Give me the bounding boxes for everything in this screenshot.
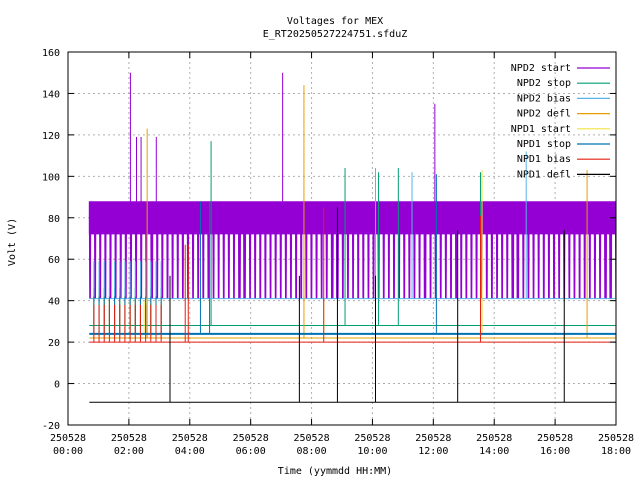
series-layer xyxy=(88,72,617,403)
x-tick-date-label: 250528 xyxy=(354,433,390,444)
tick-marks xyxy=(67,51,617,426)
y-tick-label: 100 xyxy=(42,172,60,183)
series-npd1-bias xyxy=(89,207,616,343)
x-tick-time-label: 12:00 xyxy=(418,446,448,457)
y-tick-label: -20 xyxy=(42,421,60,432)
y-tick-label: 160 xyxy=(42,48,60,59)
y-tick-label: 140 xyxy=(42,89,60,100)
x-tick-time-label: 18:00 xyxy=(601,446,631,457)
legend-label: NPD2 bias xyxy=(517,93,571,104)
legend-label: NPD1 start xyxy=(511,124,571,135)
x-tick-date-label: 250528 xyxy=(415,433,451,444)
y-tick-label: 120 xyxy=(42,131,60,142)
legend-label: NPD1 defl xyxy=(517,169,571,180)
x-tick-date-label: 250528 xyxy=(598,433,634,444)
x-tick-date-label: 250528 xyxy=(50,433,86,444)
x-tick-date-label: 250528 xyxy=(233,433,269,444)
x-tick-time-label: 02:00 xyxy=(114,446,144,457)
x-tick-time-label: 06:00 xyxy=(236,446,266,457)
chart-subtitle: E_RT20250527224751.sfduZ xyxy=(263,29,408,40)
x-tick-date-label: 250528 xyxy=(172,433,208,444)
x-tick-time-label: 14:00 xyxy=(479,446,509,457)
y-axis-label: Volt (V) xyxy=(7,218,18,266)
series-npd2-bias xyxy=(89,151,616,300)
x-tick-time-label: 10:00 xyxy=(357,446,387,457)
series-band xyxy=(88,201,617,299)
legend-label: NPD2 defl xyxy=(517,109,571,120)
y-tick-label: 80 xyxy=(48,214,60,225)
x-tick-time-label: 04:00 xyxy=(175,446,205,457)
x-tick-date-label: 250528 xyxy=(111,433,147,444)
x-tick-time-label: 16:00 xyxy=(540,446,570,457)
series-npd1-defl xyxy=(89,207,616,403)
legend-label: NPD2 start xyxy=(511,63,571,74)
legend-label: NPD2 stop xyxy=(517,78,571,89)
legend: NPD2 start NPD2 stop NPD2 bias NPD2 defl NPD… xyxy=(511,63,610,180)
y-tick-label: 0 xyxy=(54,380,60,391)
x-tick-time-label: 08:00 xyxy=(297,446,327,457)
y-tick-label: 60 xyxy=(48,255,60,266)
y-tick-label: 40 xyxy=(48,297,60,308)
legend-label: NPD1 stop xyxy=(517,139,571,150)
legend-label: NPD1 bias xyxy=(517,154,571,165)
x-tick-time-label: 00:00 xyxy=(53,446,83,457)
chart-title: Voltages for MEX xyxy=(287,16,383,27)
plot-border xyxy=(67,51,617,426)
x-tick-date-label: 250528 xyxy=(476,433,512,444)
x-tick-date-label: 250528 xyxy=(293,433,329,444)
y-tick-label: 20 xyxy=(48,338,60,349)
x-axis-label: Time (yymmdd HH:MM) xyxy=(278,466,392,477)
series-npd2-start xyxy=(88,72,617,299)
axis-labels: -20 0 20 40 60 80 100 120 140 160 250528 00:00 25052… xyxy=(42,48,634,457)
x-tick-date-label: 250528 xyxy=(537,433,573,444)
